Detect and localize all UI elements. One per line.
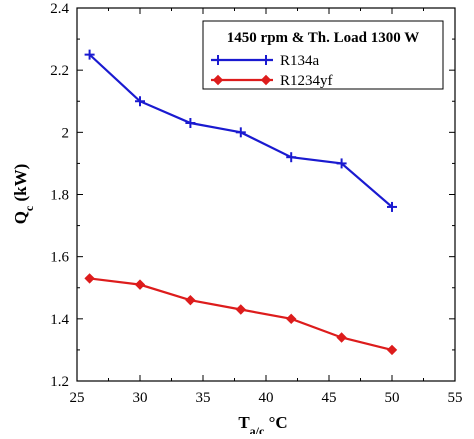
data-point-r1234yf — [185, 294, 196, 306]
data-point-r134a — [235, 127, 246, 138]
y-tick-label: 2.2 — [50, 63, 69, 79]
y-axis-title: Qc (kW) — [11, 164, 36, 225]
x-axis-title: Ta/c °C — [238, 413, 287, 434]
y-tick-label: 1.8 — [50, 188, 69, 204]
x-tick-label: 35 — [196, 390, 211, 406]
data-point-r134a — [185, 118, 196, 129]
y-tick-label: 2 — [62, 125, 70, 141]
x-tick-label: 45 — [322, 390, 337, 406]
data-point-r134a — [286, 152, 297, 163]
data-point-r134a — [84, 49, 95, 60]
x-tick-label: 30 — [133, 390, 148, 406]
x-axis-ticks: 25 30 35 40 45 50 55 — [70, 8, 463, 406]
x-tick-label: 40 — [259, 390, 274, 406]
legend-label-r134a: R134a — [280, 53, 320, 69]
series-layer — [84, 49, 398, 356]
data-point-r1234yf — [336, 332, 347, 343]
x-axis-title-suffix: °C — [264, 413, 287, 432]
legend-entry-r1234yf: R1234yf — [211, 73, 333, 89]
x-axis-title-sub: a/c — [250, 424, 265, 434]
legend-marker-r1234yf — [212, 74, 224, 86]
legend: 1450 rpm & Th. Load 1300 W R134a R1234yf — [202, 20, 444, 90]
y-tick-label: 1.4 — [50, 312, 69, 328]
y-tick-label: 2.4 — [50, 1, 69, 17]
y-axis-title-suffix: (kW) — [11, 164, 30, 206]
data-point-r1234yf — [84, 273, 95, 284]
x-tick-label: 55 — [448, 390, 463, 406]
legend-marker-r134a — [213, 55, 223, 65]
data-point-r1234yf — [235, 304, 247, 315]
legend-entries: R134a R1234yf — [211, 53, 333, 89]
y-axis-title-sub: c — [22, 205, 36, 211]
series-r134a — [84, 49, 397, 212]
data-point-r1234yf — [386, 344, 398, 356]
x-axis-title-main: T — [238, 413, 250, 432]
legend-entry-r134a: R134a — [211, 53, 320, 69]
legend-label-r1234yf: R1234yf — [280, 73, 333, 89]
legend-box — [202, 20, 444, 90]
legend-title: 1450 rpm & Th. Load 1300 W — [227, 30, 419, 46]
data-point-r134a — [135, 96, 145, 107]
data-point-r1234yf — [285, 313, 297, 325]
legend-marker-r134a — [261, 55, 271, 65]
series-r1234yf — [84, 273, 398, 356]
legend-marker-r1234yf — [260, 74, 272, 86]
x-tick-label: 25 — [70, 390, 85, 406]
data-point-r134a — [387, 201, 397, 212]
y-tick-label: 1.2 — [50, 374, 69, 390]
data-point-r134a — [336, 158, 347, 169]
y-axis-title-main: Q — [11, 211, 30, 224]
x-tick-label: 50 — [385, 390, 400, 406]
y-axis-ticks: 1.2 1.4 1.6 1.8 2 2.2 2.4 — [50, 1, 455, 390]
y-tick-label: 1.6 — [50, 250, 69, 266]
data-point-r1234yf — [134, 279, 146, 290]
